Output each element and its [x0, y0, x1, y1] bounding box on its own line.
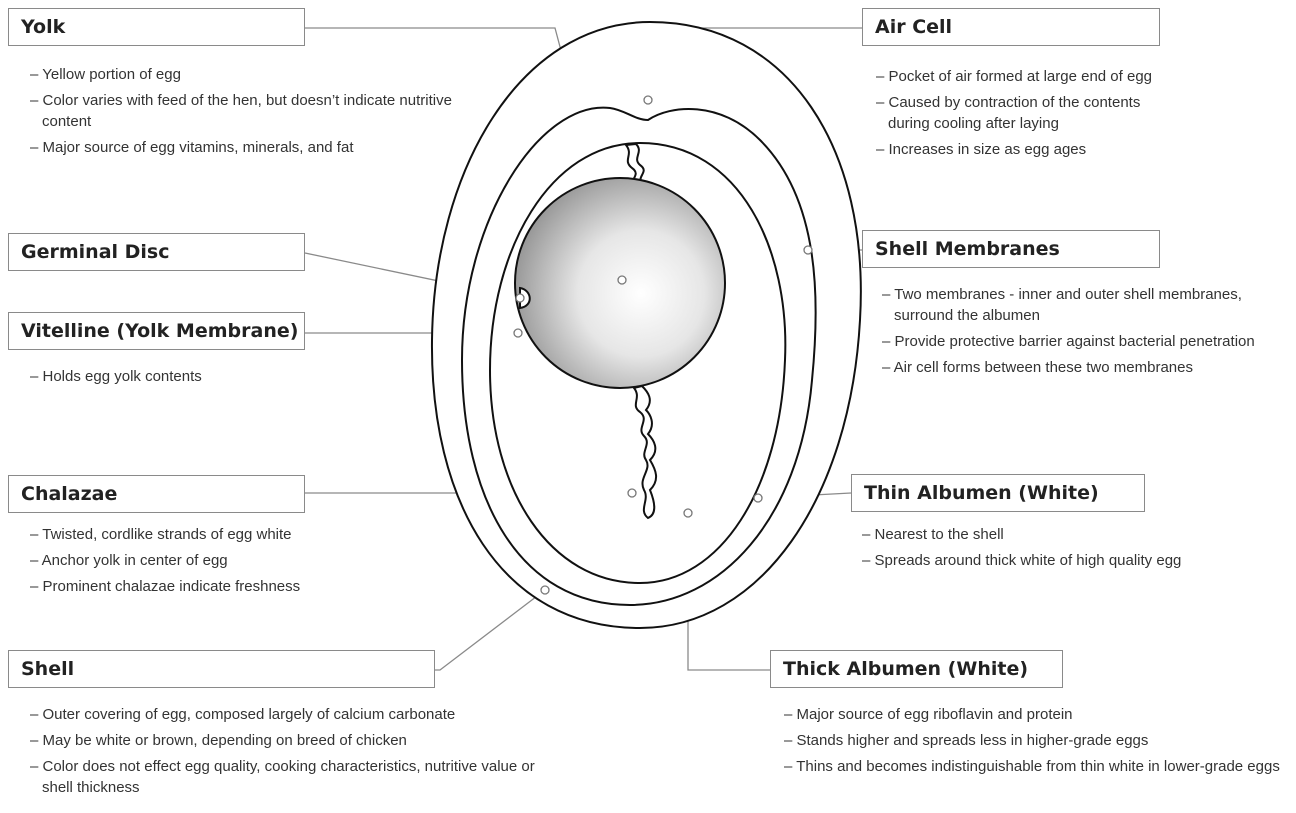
- bullet-list: – Yellow portion of egg – Color varies wi…: [30, 64, 460, 163]
- bullet-list: – Two membranes - inner and outer shell …: [882, 284, 1282, 383]
- bullet: – Major source of egg riboflavin and pro…: [784, 704, 1284, 725]
- bullet: – Two membranes - inner and outer shell …: [882, 284, 1282, 326]
- bullet: – Color varies with feed of the hen, but…: [30, 90, 460, 132]
- bullet-list: – Nearest to the shell – Spreads around t…: [862, 524, 1296, 576]
- bullet: – Caused by contraction of the contents …: [876, 92, 1176, 134]
- bullet: – Major source of egg vitamins, minerals…: [30, 137, 460, 158]
- label-title: Vitelline (Yolk Membrane): [8, 312, 305, 350]
- bullet: – Color does not effect egg quality, coo…: [30, 756, 550, 798]
- bullet: – Nearest to the shell: [862, 524, 1296, 545]
- bullet: – Holds egg yolk contents: [30, 366, 330, 387]
- label-title: Chalazae: [8, 475, 305, 513]
- bullet: – Thins and becomes indistinguishable fr…: [784, 756, 1284, 777]
- bullet: – Stands higher and spreads less in high…: [784, 730, 1284, 751]
- bullet-list: – Major source of egg riboflavin and pro…: [784, 704, 1284, 782]
- bullet: – Provide protective barrier against bac…: [882, 331, 1282, 352]
- egg: [432, 22, 861, 628]
- label-title: Air Cell: [862, 8, 1160, 46]
- bullet: – Prominent chalazae indicate freshness: [30, 576, 430, 597]
- bullet-list: – Twisted, cordlike strands of egg white…: [30, 524, 430, 602]
- label-title: Thick Albumen (White): [770, 650, 1063, 688]
- bullet: – Spreads around thick white of high qua…: [862, 550, 1296, 571]
- bullet-list: – Pocket of air formed at large end of e…: [876, 66, 1176, 165]
- page: {"labels": [ {"title": "Yolk", "bullets"…: [0, 0, 1296, 813]
- bullet: – Yellow portion of egg: [30, 64, 460, 85]
- bullet: – Air cell forms between these two membr…: [882, 357, 1282, 378]
- label-title: Yolk: [8, 8, 305, 46]
- label-title: Shell: [8, 650, 435, 688]
- bullet: – May be white or brown, depending on br…: [30, 730, 550, 751]
- label-title: Thin Albumen (White): [851, 474, 1145, 512]
- label-title: Germinal Disc: [8, 233, 305, 271]
- bullet-list: – Holds egg yolk contents: [30, 366, 330, 392]
- bullet: – Anchor yolk in center of egg: [30, 550, 430, 571]
- bullet: – Twisted, cordlike strands of egg white: [30, 524, 430, 545]
- bullet: – Increases in size as egg ages: [876, 139, 1176, 160]
- bullet: – Pocket of air formed at large end of e…: [876, 66, 1176, 87]
- bullet-list: – Outer covering of egg, composed largel…: [30, 704, 550, 803]
- label-title: Shell Membranes: [862, 230, 1160, 268]
- bullet: – Outer covering of egg, composed largel…: [30, 704, 550, 725]
